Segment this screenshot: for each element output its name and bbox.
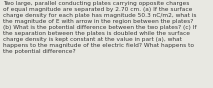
Text: Two large, parallel conducting plates carrying opposite charges
of equal magnitu: Two large, parallel conducting plates ca… bbox=[3, 1, 196, 54]
